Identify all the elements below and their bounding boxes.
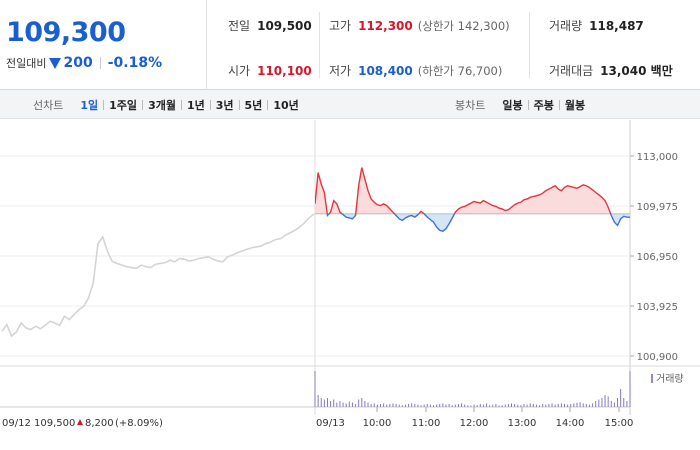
stat-volume: 거래량 118,487 [549, 17, 644, 34]
stat-label: 고가 [329, 19, 352, 33]
change-row: 전일대비 200 -0.18% [6, 55, 162, 71]
x-tick-label: 15:00 [605, 418, 634, 429]
x-tick-label: 11:00 [412, 418, 441, 429]
tab-candle-1[interactable]: 주봉 [533, 99, 554, 112]
candle-tabs: 봉차트 일봉 주봉 월봉 [455, 97, 590, 113]
tab-candle-0[interactable]: 일봉 [502, 99, 523, 112]
current-price: 109,300 [6, 17, 126, 48]
period-group-label: 선차트 [33, 99, 64, 112]
volume-legend-label: 거래량 [656, 373, 684, 385]
tab-divider [180, 100, 182, 110]
divider [529, 12, 530, 78]
tab-divider [238, 100, 240, 110]
x-tick-label: 13:00 [508, 418, 537, 429]
area-below [315, 213, 630, 232]
down-triangle-icon [49, 57, 62, 69]
prev-date-label: 09/12 [2, 418, 31, 429]
stat-label: 거래대금 [549, 64, 594, 78]
price-stats: 전일 109,500 고가 112,300 (상한가 142,300) 거래량 … [208, 0, 700, 90]
period-toolbar: 선차트 1일 1주일 3개월 1년 3년 5년 10년 봉차트 일봉 주봉 월봉 [0, 90, 700, 119]
stat-label: 저가 [329, 64, 352, 78]
volume-legend-swatch [651, 374, 653, 383]
tab-divider [527, 100, 529, 110]
change-rate: -0.18% [107, 55, 163, 71]
tab-period-4[interactable]: 3년 [215, 99, 234, 112]
stat-prev-close: 전일 109,500 [228, 17, 312, 34]
stat-label: 전일 [228, 19, 251, 33]
stat-open: 시가 110,100 [228, 62, 312, 79]
tab-period-0[interactable]: 1일 [80, 99, 99, 112]
x-tick-label: 10:00 [363, 418, 392, 429]
tab-period-1[interactable]: 1주일 [109, 99, 138, 112]
x-tick-label: 12:00 [460, 418, 489, 429]
stat-value: 118,487 [589, 19, 644, 33]
stat-value: 112,300 [358, 19, 413, 33]
stat-low: 저가 108,400 (하한가 76,700) [329, 62, 502, 79]
y-tick-label: 109,975 [637, 202, 678, 213]
quote-header: 109,300 전일대비 200 -0.18% 전일 109,500 고가 11… [0, 0, 700, 90]
x-axis: 09/12 109,500 8,200 (+8.09%) 09/13 10:00 11:00… [2, 407, 633, 429]
lower-limit: (하한가 76,700) [417, 64, 503, 78]
area-above [315, 167, 630, 214]
stat-label: 거래량 [549, 19, 583, 33]
divider [319, 12, 320, 78]
stat-value: 109,500 [257, 19, 312, 33]
candle-group-label: 봉차트 [455, 99, 486, 112]
series-lines [1, 167, 630, 338]
tab-divider [103, 100, 105, 110]
change-label: 전일대비 [6, 57, 47, 70]
stat-amount: 거래대금 13,040 백만 [549, 62, 673, 79]
stat-label: 시가 [228, 64, 251, 78]
y-tick-label: 113,000 [637, 152, 678, 163]
prev-change-amount: 8,200 [85, 418, 114, 429]
y-tick-label: 106,950 [637, 252, 678, 263]
tab-period-5[interactable]: 5년 [244, 99, 263, 112]
tab-divider [209, 100, 211, 110]
divider [99, 57, 101, 69]
tab-divider [267, 100, 269, 110]
stat-value: 13,040 백만 [600, 64, 673, 78]
prev-close-label: 109,500 [34, 418, 75, 429]
x-tick-label: 14:00 [556, 418, 585, 429]
today-date-label: 09/13 [316, 418, 345, 429]
tab-period-6[interactable]: 10년 [273, 99, 299, 112]
prev-change-rate: (+8.09%) [115, 418, 163, 429]
upper-limit: (상한가 142,300) [417, 19, 510, 33]
stat-value: 108,400 [358, 64, 413, 78]
tab-candle-2[interactable]: 월봉 [564, 99, 586, 112]
tab-period-2[interactable]: 3개월 [148, 99, 176, 112]
change-areas [315, 167, 630, 232]
price-summary: 109,300 전일대비 200 -0.18% [0, 0, 207, 90]
tab-period-3[interactable]: 1년 [186, 99, 205, 112]
y-axis: 113,000 109,975 106,950 103,925 100,900 [637, 152, 678, 363]
prev-day-line [1, 213, 315, 338]
tab-divider [142, 100, 144, 110]
stat-high: 고가 112,300 (상한가 142,300) [329, 17, 510, 34]
tab-divider [558, 100, 560, 110]
change-value: 200 [63, 55, 93, 71]
volume-panel: 거래량 [0, 365, 700, 408]
period-tabs: 선차트 1일 1주일 3개월 1년 3년 5년 10년 [33, 97, 304, 113]
y-tick-label: 100,900 [637, 352, 678, 363]
y-tick-label: 103,925 [637, 302, 678, 313]
stat-value: 110,100 [257, 64, 312, 78]
today-line-up [315, 167, 612, 214]
up-triangle-icon [77, 419, 83, 425]
